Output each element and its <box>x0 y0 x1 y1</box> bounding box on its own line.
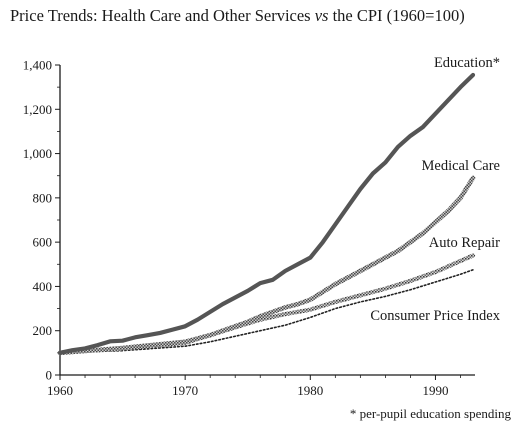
x-tick-label: 1970 <box>172 383 198 398</box>
y-tick-label: 600 <box>33 235 53 250</box>
x-tick-label: 1990 <box>422 383 448 398</box>
x-tick-label: 1960 <box>47 383 73 398</box>
footnote: * per-pupil education spending <box>349 406 511 421</box>
y-tick-label: 800 <box>33 190 53 205</box>
y-tick-label: 400 <box>33 279 53 294</box>
series-line-medical-care <box>57 175 476 356</box>
series-line-education <box>57 72 476 355</box>
series-line-consumer-price-index <box>59 269 474 354</box>
y-tick-label: 1,000 <box>23 146 52 161</box>
series-lines <box>57 72 476 356</box>
y-tick-label: 1,200 <box>23 102 52 117</box>
axes: 0 200 400 600 800 1,000 1,200 1,400 1960 1970 1980… <box>23 58 475 398</box>
x-tick-label: 1980 <box>297 383 323 398</box>
y-tick-label: 200 <box>33 323 53 338</box>
series-label-consumer-price-index: Consumer Price Index <box>370 308 500 324</box>
series-label-education: Education* <box>434 55 500 71</box>
series-label-medical-care: Medical Care <box>421 158 500 174</box>
y-tick-label: 0 <box>46 368 53 383</box>
y-tick-label: 1,400 <box>23 58 52 73</box>
series-labels: Education* Medical Care Auto Repair Consume… <box>370 55 500 324</box>
series-label-auto-repair: Auto Repair <box>429 235 500 251</box>
series-line-auto-repair <box>57 253 476 355</box>
chart-title: Price Trends: Health Care and Other Serv… <box>10 6 465 25</box>
